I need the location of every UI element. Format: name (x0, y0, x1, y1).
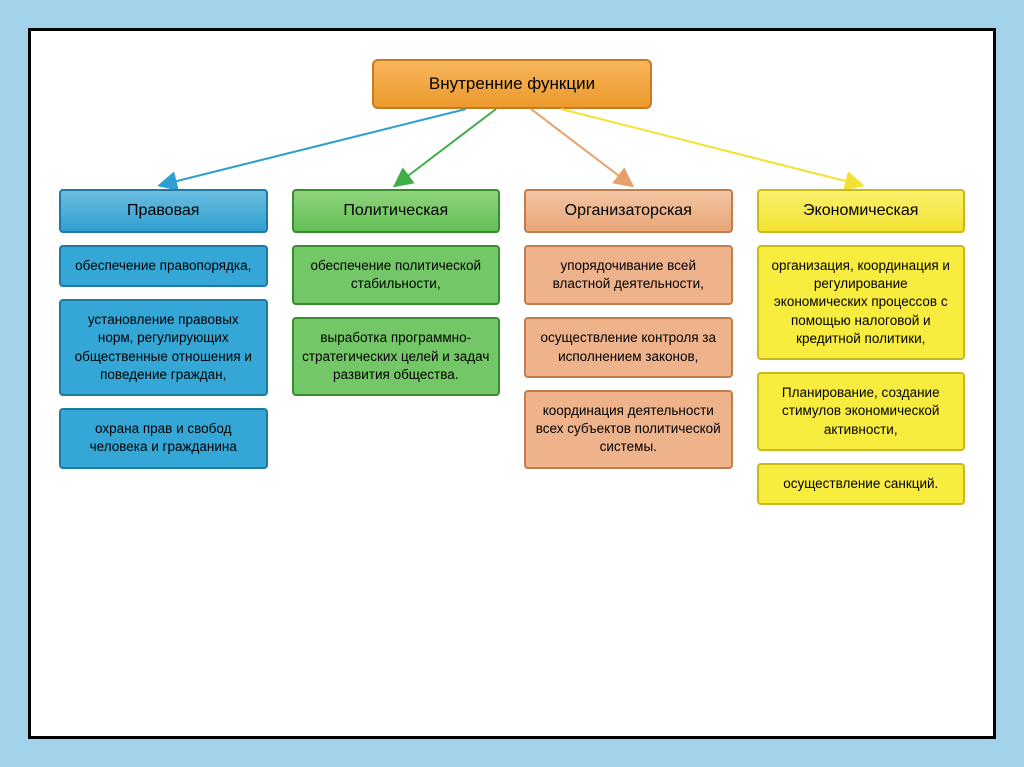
columns-grid: Правовая обеспечение правопорядка, устан… (59, 189, 965, 505)
column-header-label: Политическая (343, 202, 448, 220)
column-header-label: Правовая (127, 202, 199, 220)
column-header-label: Экономическая (803, 202, 918, 220)
column-org: Организаторская упорядочивание всей влас… (524, 189, 733, 469)
item: обеспечение правопорядка, (59, 245, 268, 287)
column-header-econ: Экономическая (757, 189, 966, 233)
column-header-legal: Правовая (59, 189, 268, 233)
column-legal: Правовая обеспечение правопорядка, устан… (59, 189, 268, 469)
item: организация, координация и регулирование… (757, 245, 966, 360)
item: координация деятельности всех субъектов … (524, 390, 733, 469)
column-political: Политическая обеспечение политической ст… (292, 189, 501, 396)
arrow-political (396, 109, 496, 185)
column-header-political: Политическая (292, 189, 501, 233)
item: охрана прав и свобод человека и граждани… (59, 408, 268, 468)
arrow-org (531, 109, 631, 185)
item: установление правовых норм, регулирующих… (59, 299, 268, 396)
column-header-label: Организаторская (565, 202, 692, 220)
arrow-legal (161, 109, 466, 185)
item: упорядочивание всей властной деятельност… (524, 245, 733, 305)
root-label: Внутренние функции (429, 74, 595, 94)
item: выработка программно-стратегических целе… (292, 317, 501, 396)
item: осуществление санкций. (757, 463, 966, 505)
column-header-org: Организаторская (524, 189, 733, 233)
item: Планирование, создание стимулов экономич… (757, 372, 966, 451)
item: осуществление контроля за исполнением за… (524, 317, 733, 377)
diagram-frame: Внутренние функции Правовая об (28, 28, 996, 739)
item: обеспечение политической стабильности, (292, 245, 501, 305)
column-econ: Экономическая организация, координация и… (757, 189, 966, 505)
arrow-econ (561, 109, 861, 185)
root-node: Внутренние функции (372, 59, 652, 109)
